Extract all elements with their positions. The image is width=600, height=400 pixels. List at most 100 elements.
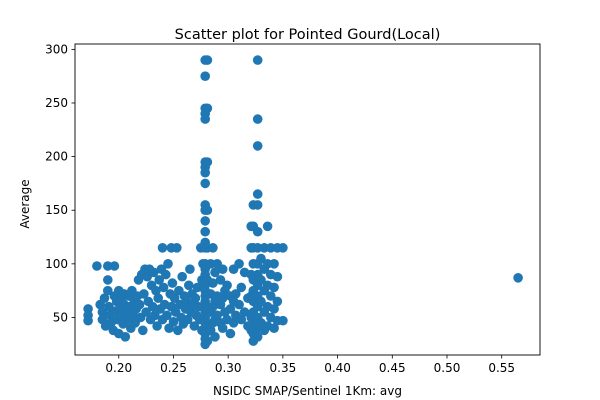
data-point <box>134 299 145 310</box>
data-point <box>169 293 180 304</box>
data-point <box>202 103 213 114</box>
x-tick-label: 0.45 <box>379 361 406 375</box>
x-tick-label: 0.35 <box>270 361 297 375</box>
data-point <box>154 275 164 285</box>
data-point <box>200 226 210 237</box>
data-point <box>252 114 263 124</box>
data-point <box>202 157 213 167</box>
data-point <box>278 315 288 326</box>
data-point <box>185 264 195 275</box>
data-point <box>212 310 222 321</box>
data-point <box>202 336 213 346</box>
data-point <box>266 243 276 253</box>
data-point <box>192 282 203 293</box>
data-point <box>239 307 250 317</box>
data-point <box>234 259 244 269</box>
data-point <box>168 317 179 327</box>
data-point <box>252 243 263 253</box>
data-point <box>200 216 210 226</box>
data-point <box>157 243 168 253</box>
data-point <box>103 285 113 296</box>
data-point <box>208 278 218 288</box>
data-point <box>217 264 228 275</box>
data-point <box>161 269 171 280</box>
data-point <box>278 243 288 253</box>
data-point <box>225 304 236 314</box>
points-layer <box>83 55 523 350</box>
data-point <box>266 291 276 301</box>
data-point <box>228 318 239 328</box>
data-point <box>193 301 204 312</box>
data-point <box>173 325 183 336</box>
x-axis: 0.20 0.25 0.30 0.35 0.40 0.45 0.50 0.55 <box>105 355 515 375</box>
data-point <box>200 178 210 189</box>
x-tick-label: 0.25 <box>160 361 187 375</box>
data-point <box>138 325 148 336</box>
data-point <box>225 328 236 339</box>
data-point <box>158 282 169 293</box>
data-point <box>147 301 158 312</box>
x-tick-label: 0.55 <box>488 361 515 375</box>
data-point <box>272 271 283 282</box>
data-point <box>217 323 228 334</box>
data-point <box>210 267 220 278</box>
data-point <box>269 282 279 293</box>
data-point <box>236 282 247 293</box>
x-tick-label: 0.40 <box>324 361 351 375</box>
y-tick-label: 100 <box>45 257 68 271</box>
data-point <box>139 289 149 299</box>
data-point <box>202 55 213 65</box>
data-point <box>182 314 193 325</box>
y-tick-label: 250 <box>45 96 68 110</box>
data-point <box>256 275 266 285</box>
data-point <box>162 310 172 321</box>
data-point <box>262 221 273 232</box>
data-point <box>103 261 113 271</box>
data-point <box>208 243 218 253</box>
data-point <box>184 280 194 291</box>
data-point <box>252 141 263 151</box>
data-point <box>222 280 232 291</box>
y-axis-label: Average <box>18 179 32 228</box>
data-point <box>163 259 173 269</box>
data-point <box>151 285 161 296</box>
data-point <box>513 273 523 283</box>
y-tick-label: 200 <box>45 150 68 164</box>
data-point <box>252 55 263 65</box>
chart-title: Scatter plot for Pointed Gourd(Local) <box>175 27 441 43</box>
data-point <box>109 261 120 271</box>
y-tick-label: 150 <box>45 203 68 217</box>
x-axis-label: NSIDC SMAP/Sentinel 1Km: avg <box>213 384 402 398</box>
data-point <box>215 275 226 285</box>
data-point <box>202 205 213 215</box>
data-point <box>190 293 201 304</box>
data-point <box>92 261 102 271</box>
data-point <box>269 304 279 314</box>
data-point <box>152 321 162 331</box>
data-point <box>120 332 131 342</box>
plot-area-frame <box>74 43 541 356</box>
data-point <box>210 332 220 342</box>
y-axis: 50 100 150 200 250 300 <box>45 42 75 324</box>
data-point <box>236 314 247 325</box>
data-point <box>149 267 159 278</box>
x-tick-label: 0.50 <box>434 361 461 375</box>
data-point <box>141 307 151 317</box>
data-point <box>256 253 266 264</box>
data-point <box>83 315 93 326</box>
y-tick-label: 300 <box>45 42 68 56</box>
data-point <box>153 293 163 304</box>
data-point <box>103 275 113 285</box>
data-point <box>172 243 182 253</box>
data-point <box>150 310 160 321</box>
data-point <box>252 189 263 199</box>
data-point <box>269 259 279 269</box>
data-point <box>200 71 210 81</box>
data-point <box>269 323 279 334</box>
data-point <box>99 293 110 304</box>
data-point <box>200 114 210 124</box>
data-point <box>234 299 244 310</box>
data-point <box>97 307 108 317</box>
data-point <box>167 278 178 288</box>
